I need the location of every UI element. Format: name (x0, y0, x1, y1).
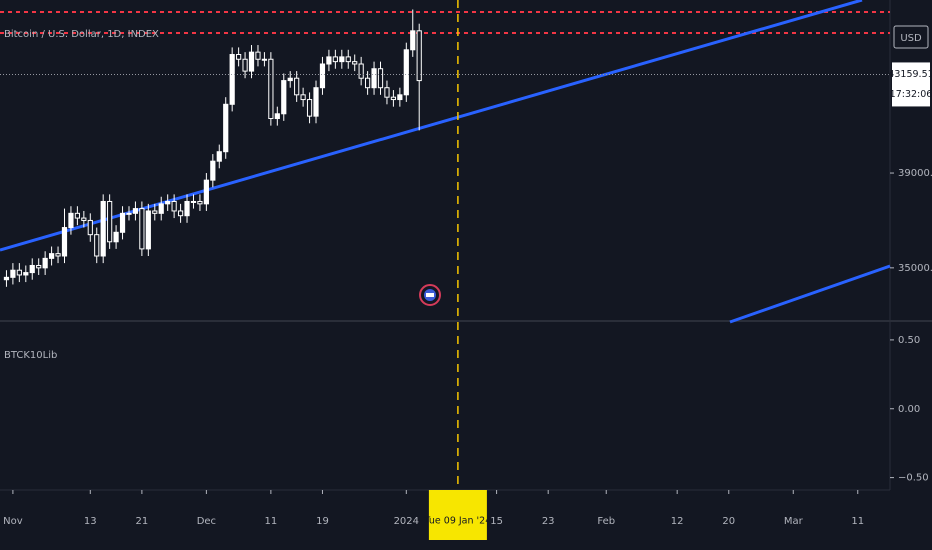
symbol-title: Bitcoin / U.S. Dollar, 1D, INDEX (4, 29, 159, 40)
x-tick-label: 15 (490, 516, 503, 527)
x-tick-label: Dec (197, 516, 216, 527)
candle-body (36, 264, 42, 269)
x-tick-label: 2024 (394, 516, 419, 527)
x-tick-label: Mar (784, 516, 804, 527)
x-tick-label: 23 (542, 516, 555, 527)
candle-body (171, 200, 177, 212)
last-price-box (892, 62, 930, 107)
candle-body (410, 30, 416, 51)
indicator-title: BTCK10Lib (4, 350, 57, 361)
candle-body (236, 54, 242, 60)
candle-body (158, 203, 164, 214)
y-tick-label: 0.00 (898, 404, 920, 415)
candle-body (300, 94, 306, 101)
candle-body (326, 56, 332, 65)
y-tick-label: 39000.00 (898, 168, 932, 179)
candle-body (345, 56, 351, 63)
candle-body (165, 200, 171, 205)
x-tick-label: 20 (722, 516, 735, 527)
candle-body (358, 63, 364, 79)
candle-body (190, 200, 197, 203)
candle-body (74, 212, 80, 219)
candle-body (319, 63, 326, 89)
candle-body (255, 51, 261, 60)
currency: USD (900, 33, 922, 44)
candle-body (23, 272, 29, 276)
candle-body (306, 99, 313, 117)
candle-body (100, 200, 106, 257)
candle-body (416, 30, 422, 82)
candle-body (29, 264, 35, 274)
candle-body (397, 94, 403, 101)
candle-body (145, 210, 151, 250)
flag-stripe (426, 293, 434, 297)
last-price-label: 43159.51 (888, 69, 932, 80)
candle-body (377, 68, 384, 89)
candle-body (68, 212, 74, 229)
candle-body (403, 49, 409, 96)
candle-body (390, 96, 397, 101)
x-tick-label: 21 (136, 516, 149, 527)
candle-body (126, 212, 132, 215)
candle-body (332, 56, 338, 63)
candle-body (339, 56, 345, 63)
candle-body (313, 87, 319, 117)
candle-body (274, 113, 280, 120)
candle-body (248, 51, 255, 72)
candle-body (268, 58, 274, 120)
candle-body (242, 58, 248, 72)
candle-body (261, 58, 268, 61)
x-tick-label: 19 (316, 516, 329, 527)
x-tick-label: Feb (597, 516, 615, 527)
x-tick-label: 11 (265, 516, 278, 527)
candle-body (294, 77, 300, 96)
x-tick-label: 13 (84, 516, 97, 527)
candle-body (16, 269, 22, 276)
candle-body (107, 200, 113, 243)
candle-body (203, 179, 209, 205)
x-tick-label: 12 (671, 516, 684, 527)
countdown-label: 17:32:06 (890, 89, 932, 100)
candle-body (371, 68, 377, 89)
candle-body (281, 80, 287, 115)
candle-body (113, 231, 119, 243)
y-tick-label: −0.50 (898, 473, 929, 484)
candle-body (216, 151, 222, 162)
candle-body (10, 269, 16, 278)
candle-body (184, 200, 190, 217)
y-tick-label: 0.50 (898, 335, 920, 346)
crosshair-box (428, 490, 487, 540)
candle-body (197, 200, 203, 205)
candle-body (55, 253, 61, 257)
currency-box (893, 25, 929, 49)
candle-body (48, 253, 55, 259)
candle-body (132, 208, 139, 214)
candle-body (81, 217, 87, 221)
candle-body (384, 87, 390, 98)
candle-body (287, 77, 293, 82)
candle-body (152, 210, 158, 214)
candle-body (365, 77, 371, 89)
candle-body (229, 54, 235, 105)
x-tick-label: Nov (3, 516, 23, 527)
x-tick-label: 11 (851, 516, 864, 527)
y-tick-label: 35000.00 (898, 263, 932, 274)
candle-body (61, 227, 68, 257)
candle-body (42, 257, 48, 269)
candle-body (87, 219, 93, 236)
flag-icon (419, 284, 441, 306)
candle-body (119, 212, 126, 233)
candle-body (94, 234, 100, 257)
crosshair-label: Tue 09 Jan '24 (424, 516, 492, 527)
candle-body (3, 276, 10, 281)
candle-body (352, 61, 358, 65)
candle-body (177, 210, 184, 217)
candle-body (210, 160, 216, 181)
trend-line (729, 264, 891, 324)
candle-body (223, 103, 229, 153)
candle-body (139, 208, 145, 250)
